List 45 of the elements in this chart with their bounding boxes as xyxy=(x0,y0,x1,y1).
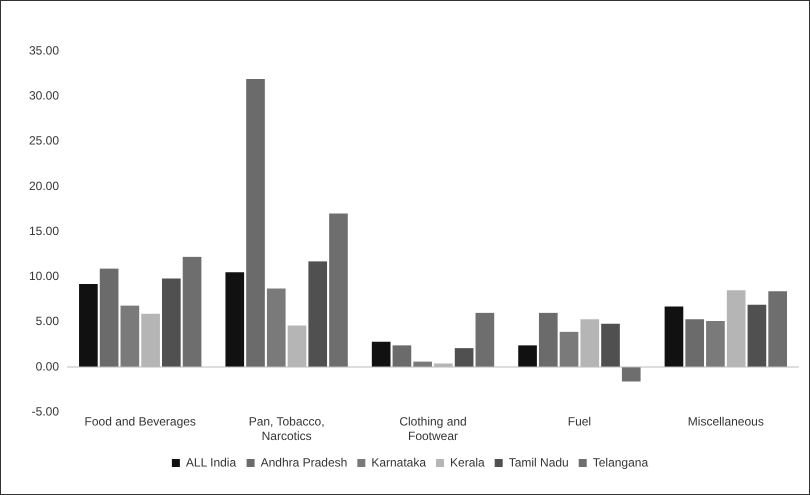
legend-label: Andhra Pradesh xyxy=(260,455,348,470)
bar xyxy=(622,367,641,382)
bar xyxy=(413,362,432,368)
bar xyxy=(664,306,684,368)
y-tick-label: 0.00 xyxy=(36,359,60,374)
y-tick-label: 5.00 xyxy=(36,314,60,328)
x-tick-label: Clothing and Footwear xyxy=(399,414,467,444)
y-tick-label: 25.00 xyxy=(29,134,60,148)
y-tick-label: 10.00 xyxy=(29,269,60,284)
bar xyxy=(560,332,578,368)
y-tick-label: 20.00 xyxy=(29,178,60,193)
bar xyxy=(100,268,118,368)
bar xyxy=(601,324,620,368)
bar xyxy=(162,278,181,368)
bar xyxy=(79,284,98,368)
bar xyxy=(476,312,494,368)
bar xyxy=(246,78,265,368)
bar xyxy=(392,345,412,368)
bar xyxy=(225,272,244,368)
bar xyxy=(454,348,474,368)
x-tick-label: Food and Beverages xyxy=(84,414,196,429)
legend-label: Tamil Nadu xyxy=(508,455,569,470)
x-tick-label: Pan, Tobacco, Narcotics xyxy=(248,414,325,444)
bar xyxy=(538,312,558,368)
y-tick-label: 15.00 xyxy=(29,224,60,238)
legend-label: Telangana xyxy=(592,455,648,470)
bar xyxy=(182,256,202,368)
bar xyxy=(372,342,390,368)
legend-label: Karnataka xyxy=(371,455,426,470)
bar xyxy=(768,291,787,368)
legend-label: ALL India xyxy=(186,455,236,470)
bar xyxy=(685,319,704,368)
bar xyxy=(706,320,725,368)
y-tick-label: 30.00 xyxy=(29,88,60,102)
x-tick-label: Miscellaneous xyxy=(688,414,764,429)
legend-label: Kerala xyxy=(450,455,486,470)
bar xyxy=(518,345,537,368)
y-tick-label: 35.00 xyxy=(29,43,60,58)
x-tick-label: Fuel xyxy=(568,414,592,429)
bar xyxy=(308,261,328,368)
y-tick-label: -5.00 xyxy=(32,404,60,419)
bar xyxy=(748,304,766,368)
bar xyxy=(120,306,140,368)
bar xyxy=(266,288,286,368)
bar xyxy=(329,214,348,368)
